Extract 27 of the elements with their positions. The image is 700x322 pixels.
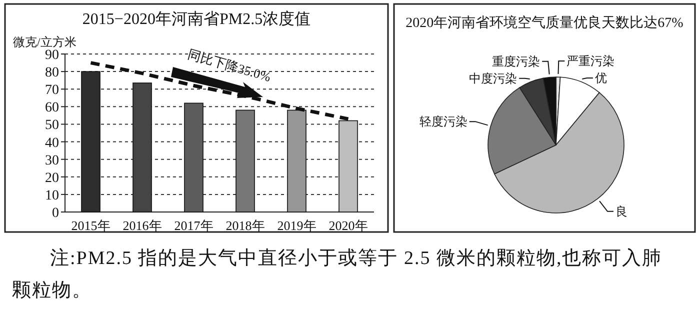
x-tick-label: 2016年 xyxy=(122,218,162,233)
y-tick-label: 20 xyxy=(45,170,59,186)
y-axis-title: 微克/立方米 xyxy=(13,35,76,49)
text: 注:PM2.5 指的是大气中直径小于或等于 2.5 微米的颗粒物,也称可入肺颗粒物。 xyxy=(12,247,664,303)
slice-label: 优 xyxy=(594,71,607,86)
chart-title: 2015−2020年河南省PM2.5浓度值 xyxy=(82,10,311,28)
x-tick-label: 2018年 xyxy=(226,218,265,233)
y-tick-label: 90 xyxy=(45,48,59,63)
x-tick-label: 2019年 xyxy=(277,218,316,233)
y-tick-label: 50 xyxy=(45,118,59,134)
x-tick-label: 2020年 xyxy=(328,218,368,233)
y-tick-label: 10 xyxy=(45,188,59,204)
y-tick-label: 60 xyxy=(45,100,59,116)
x-tick-label: 2015年 xyxy=(71,218,110,233)
slice-label: 中度污染 xyxy=(469,71,518,86)
y-tick-label: 80 xyxy=(45,66,59,81)
y-tick-label: 40 xyxy=(45,136,59,151)
chart-title: 2020年河南省环境空气质量优良天数比达67% xyxy=(406,15,684,31)
slice-label: 严重污染 xyxy=(566,54,615,68)
y-tick-label: 30 xyxy=(45,153,59,168)
slice-label: 重度污染 xyxy=(492,54,540,68)
y-tick-label: 0 xyxy=(52,206,59,221)
x-tick-label: 2017年 xyxy=(174,218,214,233)
slice-label: 轻度污染 xyxy=(419,114,468,129)
slice-label: 良 xyxy=(615,204,628,218)
annotation: 同比下降35.0% xyxy=(186,46,273,85)
y-tick-label: 70 xyxy=(45,83,59,98)
